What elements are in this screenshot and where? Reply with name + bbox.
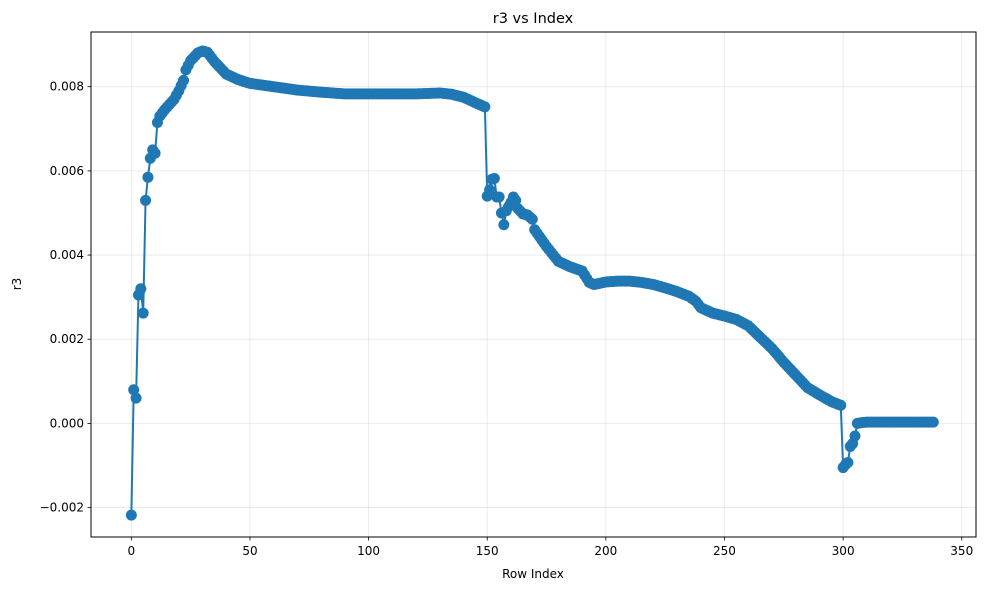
y-tick-label: 0.000 — [50, 416, 84, 430]
data-point — [130, 392, 142, 404]
x-tick-label: 100 — [357, 544, 380, 558]
data-point — [927, 416, 939, 428]
data-point — [135, 283, 147, 295]
grid — [91, 32, 976, 537]
data-point — [498, 219, 510, 231]
y-tick-label: −0.002 — [40, 501, 84, 515]
y-tick-label: 0.002 — [50, 332, 84, 346]
data-point — [835, 399, 847, 411]
data-point — [842, 457, 854, 469]
data-series — [125, 45, 939, 521]
y-axis-label: r3 — [10, 278, 24, 291]
x-tick-label: 300 — [832, 544, 855, 558]
x-tick-label: 200 — [594, 544, 617, 558]
x-tick-label: 150 — [476, 544, 499, 558]
x-axis-label: Row Index — [502, 567, 564, 581]
data-point — [140, 194, 152, 206]
data-point — [849, 430, 861, 442]
data-point — [142, 171, 154, 183]
x-tick-label: 250 — [713, 544, 736, 558]
data-point — [484, 184, 496, 196]
data-point — [125, 509, 137, 521]
data-point — [149, 147, 161, 159]
data-point — [488, 172, 500, 184]
data-point — [510, 194, 522, 206]
x-tick-label: 350 — [950, 544, 973, 558]
plot-frame — [90, 31, 977, 538]
data-point — [128, 384, 140, 396]
data-point — [526, 213, 538, 225]
x-tick-label: 50 — [242, 544, 257, 558]
data-point — [178, 74, 190, 86]
data-point — [493, 191, 505, 203]
data-point — [479, 101, 491, 113]
x-tick-label: 0 — [128, 544, 136, 558]
y-tick-label: 0.008 — [50, 80, 84, 94]
y-tick-label: 0.004 — [50, 248, 84, 262]
y-tick-label: 0.006 — [50, 164, 84, 178]
ticks: 0 50 100 150 200 250 300 350 −0.002 0.000 0.002 0.0… — [40, 80, 974, 558]
data-point — [137, 307, 149, 319]
chart-title: r3 vs Index — [493, 11, 574, 27]
